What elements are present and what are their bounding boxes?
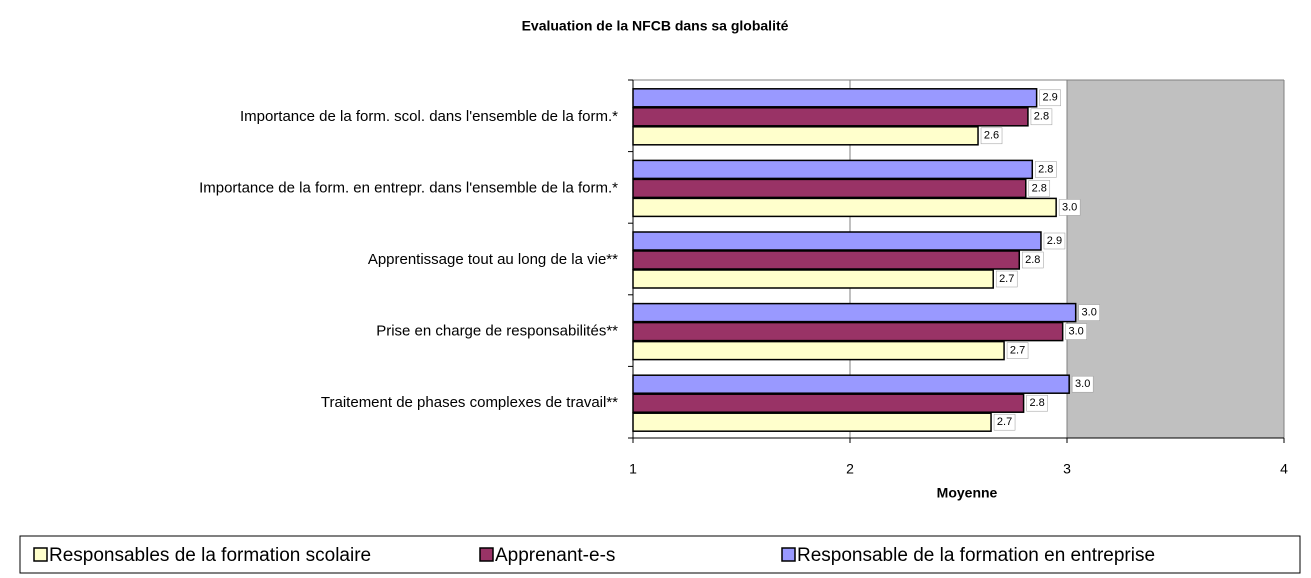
x-tick-label: 1: [629, 461, 637, 477]
value-label-box: [980, 127, 1003, 145]
bar: [632, 231, 1042, 251]
value-label: 2.7: [1010, 345, 1025, 357]
value-label: 2.9: [1047, 235, 1062, 247]
value-label-box: [1071, 375, 1094, 393]
chart-title: Evaluation de la NFCB dans sa globalité: [522, 18, 789, 34]
value-label: 2.8: [1032, 182, 1047, 194]
value-label: 2.8: [1029, 397, 1044, 409]
bar: [632, 374, 1070, 394]
bar: [632, 250, 1021, 270]
legend-swatch: [479, 547, 494, 562]
x-tick-label: 2: [846, 461, 854, 477]
value-label-box: [1026, 394, 1048, 412]
value-label: 3.0: [1082, 307, 1097, 319]
y-tick-label: Apprentissage tout au long de la vie**: [368, 251, 618, 268]
bar: [632, 88, 1038, 108]
y-tick-label: Prise en charge de responsabilités**: [376, 323, 618, 340]
value-label-box: [1039, 89, 1061, 107]
legend-label: Responsables de la formation scolaire: [49, 545, 371, 566]
value-label-box: [1058, 199, 1081, 216]
value-label-box: [1028, 180, 1051, 197]
legend-swatch: [33, 547, 48, 562]
bar: [632, 393, 1025, 413]
bar: [632, 412, 992, 432]
value-label: 2.7: [997, 416, 1012, 428]
x-tick-label: 3: [1063, 461, 1071, 477]
bar: [632, 107, 1029, 127]
value-label-box: [993, 413, 1016, 431]
bar: [632, 159, 1034, 180]
x-axis-label: Moyenne: [937, 485, 998, 501]
y-tick-label: Traitement de phases complexes de travai…: [321, 394, 618, 411]
bar: [632, 269, 994, 289]
legend-label: Apprenant-e-s: [495, 545, 615, 566]
value-label: 2.7: [999, 273, 1014, 285]
value-label: 2.8: [1025, 254, 1040, 266]
value-label-box: [1043, 232, 1066, 250]
legend-swatch: [781, 547, 796, 562]
value-label: 2.9: [1042, 92, 1057, 104]
bar: [632, 302, 1077, 323]
value-label-box: [1065, 323, 1087, 340]
value-label: 2.6: [984, 130, 999, 142]
bar: [632, 197, 1057, 218]
value-label-box: [1035, 161, 1057, 178]
value-label: 3.0: [1062, 201, 1077, 213]
bar: [632, 321, 1064, 342]
bar: [632, 126, 979, 146]
legend-label: Responsable de la formation en entrepris…: [797, 545, 1155, 566]
value-label-box: [1030, 108, 1053, 126]
value-label-box: [1022, 251, 1044, 269]
value-label-box: [995, 270, 1018, 288]
bar: [632, 340, 1005, 361]
y-tick-label: Importance de la form. en entrepr. dans …: [199, 179, 618, 196]
value-label-box: [1006, 342, 1029, 359]
value-label-box: [1078, 304, 1100, 321]
bar: [632, 178, 1027, 199]
legend: [19, 535, 1301, 574]
value-label: 2.8: [1034, 111, 1049, 123]
value-label: 2.8: [1038, 163, 1053, 175]
value-label: 3.0: [1069, 326, 1084, 338]
y-tick-label: Importance de la form. scol. dans l'ense…: [240, 108, 618, 125]
plot-shade: [1067, 80, 1284, 438]
value-label: 3.0: [1075, 378, 1090, 390]
x-tick-label: 4: [1280, 461, 1288, 477]
